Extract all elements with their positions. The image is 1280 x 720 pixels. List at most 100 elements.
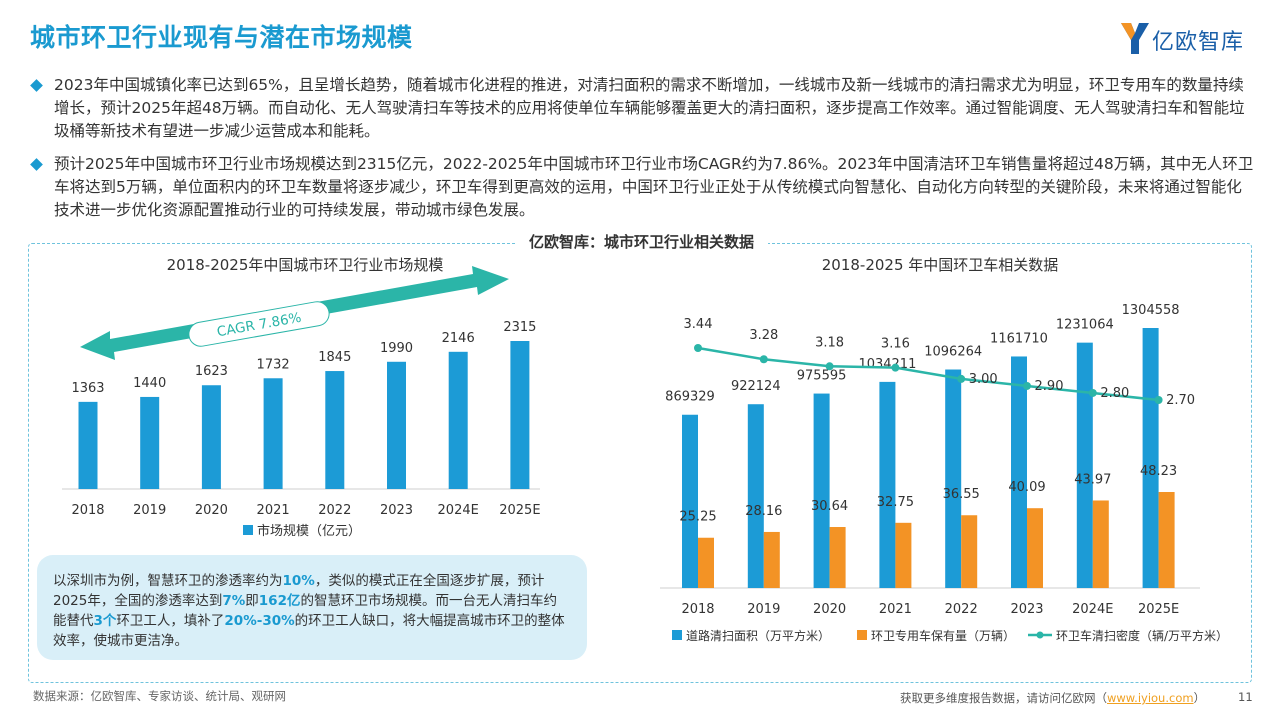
footer-more-prefix: 获取更多维度报告数据，请访问亿欧网（ <box>900 691 1107 705</box>
footer-more-suffix: ） <box>1193 691 1206 705</box>
data-label: 1990 <box>380 341 413 356</box>
data-label: 3.16 <box>881 337 910 352</box>
legend-label: 道路清扫面积（万平方米） <box>686 628 830 643</box>
bar-fleet <box>763 531 780 588</box>
tick-label: 2020 <box>813 602 846 617</box>
bullet-item: 2023年中国城镇化率已达到65%，且呈增长趋势，随着城市化进程的推进，对清扫面… <box>30 74 1257 143</box>
footer-more: 获取更多维度报告数据，请访问亿欧网（www.iyiou.com） <box>900 690 1205 706</box>
note-highlight: 162亿 <box>258 593 301 609</box>
data-label: 2.70 <box>1166 393 1195 408</box>
data-label: 1440 <box>133 376 166 391</box>
tick-label: 2023 <box>380 503 413 518</box>
bar <box>201 385 221 489</box>
bar-road-area <box>747 404 764 588</box>
bar-fleet <box>895 522 912 588</box>
website-link[interactable]: www.iyiou.com <box>1107 691 1194 705</box>
note-text: 的环卫工人缺口，将大幅提高城市环卫的整体效率，使城市更洁净。 <box>53 613 565 649</box>
legend-swatch <box>672 630 682 640</box>
bar <box>387 361 406 489</box>
data-label: 1304558 <box>1122 303 1180 318</box>
note-text: 的智慧环卫市场规模。而一台无人清扫车约能替代 <box>53 593 557 629</box>
page-number: 11 <box>1238 690 1253 704</box>
data-label: 922124 <box>731 379 781 394</box>
data-label: 3.00 <box>969 372 998 387</box>
tick-label: 2021 <box>257 503 290 518</box>
data-label: 40.09 <box>1008 480 1045 495</box>
note-highlight: 7% <box>222 593 246 609</box>
note-highlight: 3个 <box>93 613 117 629</box>
tick-label: 2022 <box>318 503 351 518</box>
tick-label: 2024E <box>1072 602 1113 617</box>
sanitation-vehicle-chart: 2018-2025 年中国环卫车相关数据 869329 25.25 2018 92212… <box>660 256 1228 643</box>
data-label: 48.23 <box>1140 464 1177 479</box>
density-point <box>891 363 900 372</box>
bar-fleet <box>829 527 846 588</box>
note-box: 以深圳市为例，智慧环卫的渗透率约为10%，类似的模式正在全国逐步扩展，预计202… <box>37 555 587 660</box>
page-title: 城市环卫行业现有与潜在市场规模 <box>30 23 413 52</box>
density-point <box>694 344 702 352</box>
data-label: 1096264 <box>924 345 982 360</box>
note-text: ，类似的模式正在全国逐步扩展，预计2025年，全国的渗透率达到 <box>53 573 545 609</box>
density-point <box>957 374 966 383</box>
bullet-text: 预计2025年中国城市环卫行业市场规模达到2315亿元，2022-2025年中国… <box>54 155 1254 219</box>
tick-label: 2018 <box>681 602 714 617</box>
tick-label: 2023 <box>1010 602 1043 617</box>
bar-fleet <box>961 515 978 588</box>
bar <box>448 351 468 489</box>
data-source: 数据来源：亿欧智库、专家访谈、统计局、观研网 <box>33 689 286 703</box>
cagr-label-box <box>188 301 330 347</box>
bar-fleet <box>698 537 714 588</box>
data-label: 1231064 <box>1056 318 1114 333</box>
note-text: 即 <box>245 593 259 609</box>
data-label: 28.16 <box>745 504 782 519</box>
tick-label: 2019 <box>133 503 166 518</box>
legend-label: 环卫专用车保有量（万辆） <box>871 628 1015 643</box>
data-label: 36.55 <box>943 487 980 502</box>
logo-icon <box>1121 23 1149 54</box>
data-label: 1623 <box>195 364 228 379</box>
density-point <box>759 355 768 364</box>
brand-logo: 亿欧智库 <box>1118 20 1268 56</box>
data-label: 2146 <box>442 331 475 346</box>
legend-label: 环卫车清扫密度（辆/万平方米） <box>1056 628 1228 643</box>
data-label: 1363 <box>71 381 104 396</box>
tick-label: 2020 <box>195 503 228 518</box>
tick-label: 2024E <box>438 503 479 518</box>
panel-title: 亿欧智库：城市环卫行业相关数据 <box>515 231 769 252</box>
data-label: 25.25 <box>679 510 716 525</box>
data-label: 43.97 <box>1074 472 1111 487</box>
data-label: 2.90 <box>1035 379 1064 394</box>
bullet-text: 2023年中国城镇化率已达到65%，且呈增长趋势，随着城市化进程的推进，对清扫面… <box>54 76 1245 140</box>
density-point <box>1088 388 1097 397</box>
bar-road-area <box>1076 342 1093 588</box>
bar-road-area <box>945 369 962 588</box>
note-highlight: 10% <box>282 573 315 589</box>
density-point <box>1154 396 1163 404</box>
bar-fleet <box>1027 508 1043 588</box>
note-text: 环卫工人，填补了 <box>116 613 225 629</box>
bar-road-area <box>813 393 830 588</box>
data-label: 1732 <box>257 357 290 372</box>
density-point <box>825 362 834 371</box>
bar <box>140 396 160 489</box>
bar-fleet <box>1092 500 1109 588</box>
chart-title: 2018-2025年中国城市环卫行业市场规模 <box>167 256 444 274</box>
bullet-item: 预计2025年中国城市环卫行业市场规模达到2315亿元，2022-2025年中国… <box>30 153 1257 222</box>
bar-road-area <box>682 414 698 588</box>
tick-label: 2025E <box>1138 602 1179 617</box>
density-line <box>697 346 1159 402</box>
bar-road-area <box>1011 356 1027 588</box>
tick-label: 2022 <box>945 602 978 617</box>
data-label: 30.64 <box>811 499 848 514</box>
data-label: 2.80 <box>1100 386 1129 401</box>
data-label: 2315 <box>503 320 536 335</box>
diamond-bullet-icon <box>30 79 43 92</box>
data-label: 3.44 <box>684 317 713 332</box>
data-label: 975595 <box>797 369 847 384</box>
legend-swatch <box>243 525 253 535</box>
data-label: 869329 <box>665 390 715 405</box>
tick-label: 2019 <box>747 602 780 617</box>
tick-label: 2025E <box>499 503 540 518</box>
tick-label: 2018 <box>71 503 104 518</box>
